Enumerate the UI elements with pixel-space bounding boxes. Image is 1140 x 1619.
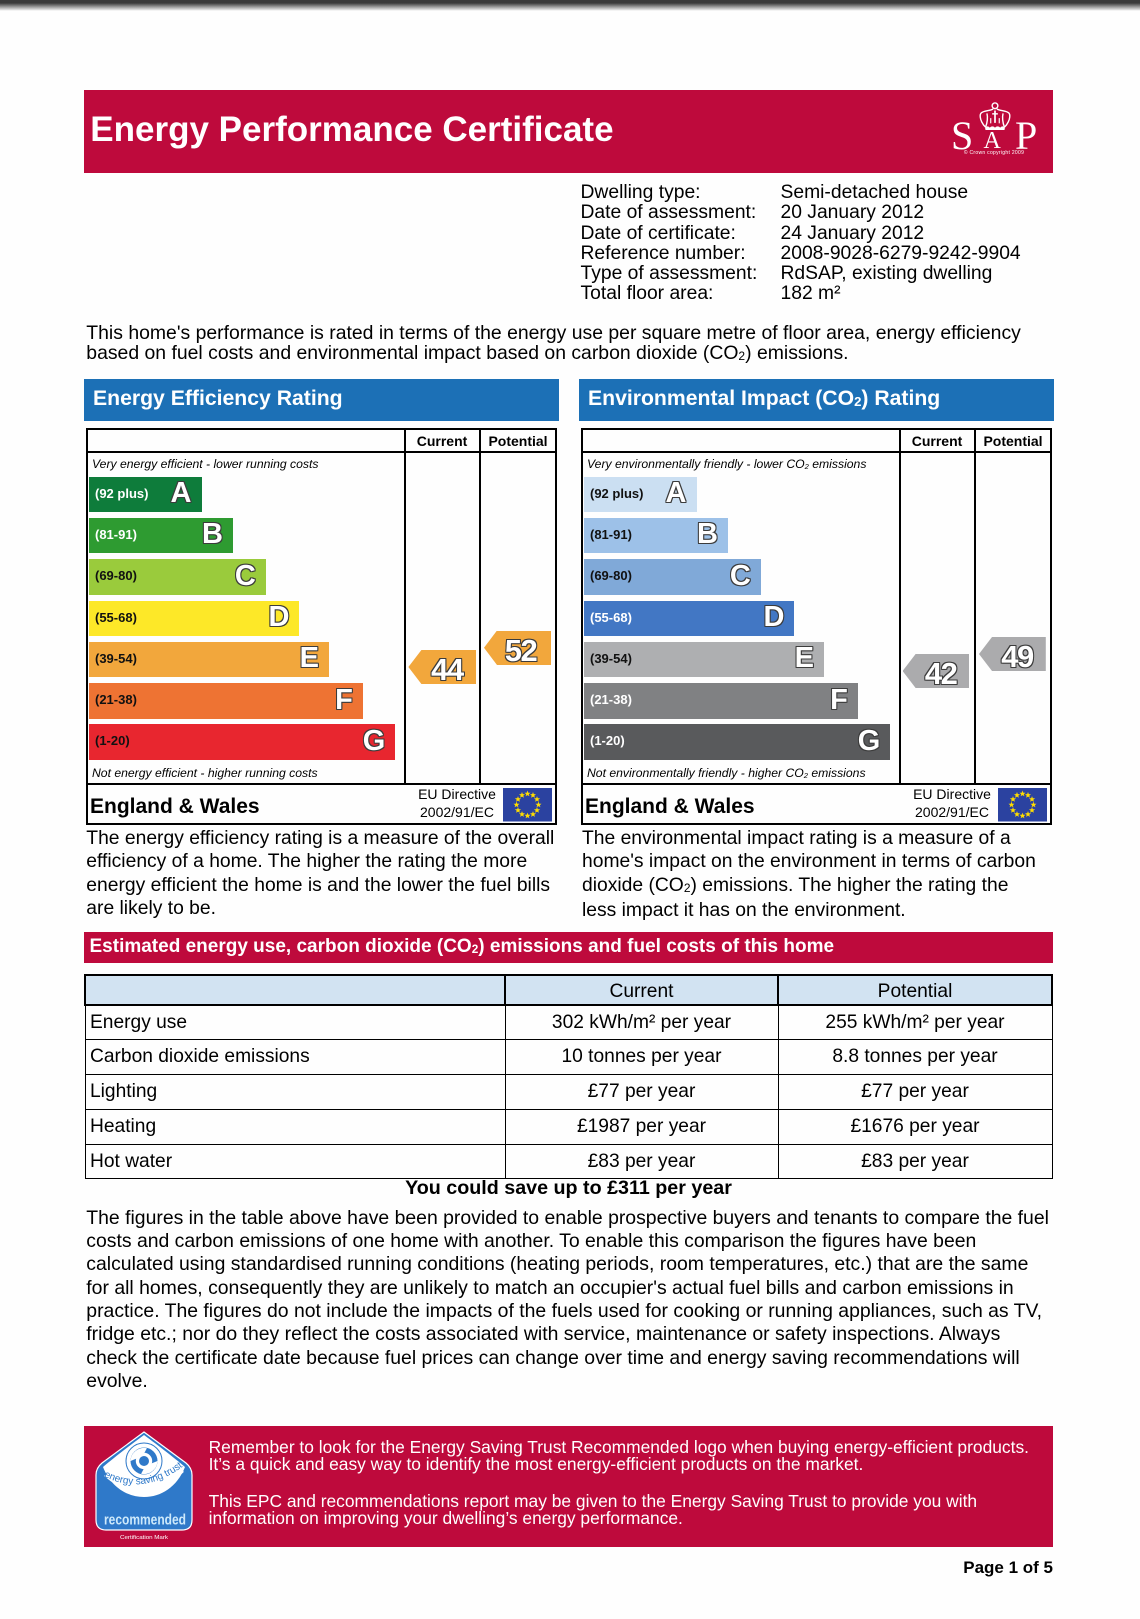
svg-text:Certification Mark: Certification Mark [120, 1535, 168, 1541]
svg-text:recommended: recommended [104, 1512, 186, 1529]
